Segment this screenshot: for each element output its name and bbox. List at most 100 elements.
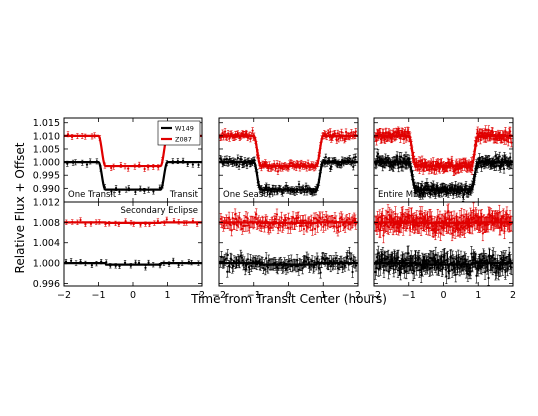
data-point-w149	[336, 163, 339, 166]
data-point-w149	[177, 264, 180, 267]
data-point-z087	[300, 224, 303, 227]
data-point-w149	[70, 259, 73, 262]
data-point-z087	[156, 219, 160, 223]
data-point-w149	[282, 265, 285, 268]
x-tick-label: 2	[355, 290, 361, 301]
data-point-z087	[254, 216, 257, 219]
x-tick-label: 1	[320, 290, 326, 301]
data-point-w149	[197, 163, 200, 167]
data-point-w149	[404, 155, 408, 158]
data-point-z087	[340, 216, 343, 219]
data-point-z087	[244, 215, 248, 219]
data-point-w149	[250, 265, 253, 268]
data-point-w149	[284, 267, 288, 270]
data-point-z087	[339, 225, 342, 228]
x-tick-label: −2	[57, 290, 71, 301]
data-point-w149	[235, 163, 239, 166]
data-point-w149	[137, 261, 141, 264]
data-point-z087	[234, 213, 237, 216]
data-point-w149	[354, 155, 357, 159]
data-point-w149	[480, 166, 483, 169]
data-point-w149	[454, 184, 457, 187]
data-point-w149	[232, 264, 235, 267]
data-point-z087	[305, 166, 308, 170]
data-point-w149	[330, 165, 333, 168]
data-point-w149	[266, 190, 269, 193]
data-point-w149	[147, 261, 150, 264]
data-point-z087	[351, 219, 355, 222]
data-point-z087	[353, 217, 356, 220]
data-point-w149	[352, 156, 356, 159]
data-point-z087	[290, 162, 293, 165]
data-point-z087	[337, 225, 340, 229]
x-tick-label: −1	[91, 290, 105, 301]
data-point-z087	[302, 227, 306, 231]
data-point-z087	[271, 223, 275, 226]
y-tick-label: 1.008	[33, 218, 60, 229]
data-point-z087	[79, 218, 82, 222]
data-point-w149	[254, 260, 257, 263]
model-curve-z087	[219, 134, 358, 168]
data-point-z087	[317, 219, 320, 222]
data-point-z087	[337, 137, 340, 141]
data-point-z087	[230, 229, 233, 232]
data-point-z087	[276, 162, 279, 165]
data-point-z087	[295, 219, 298, 223]
data-point-w149	[341, 158, 344, 162]
data-point-z087	[275, 213, 279, 216]
data-point-w149	[293, 191, 296, 194]
y-tick-label: 1.015	[33, 118, 60, 129]
data-point-z087	[336, 132, 339, 135]
plot-area	[64, 216, 202, 271]
data-point-z087	[457, 167, 460, 170]
data-point-w149	[498, 155, 501, 158]
data-point-z087	[320, 223, 323, 226]
data-point-w149	[315, 257, 319, 260]
data-point-w149	[306, 258, 310, 261]
data-point-w149	[324, 156, 327, 159]
row-label-secondary-eclipse: Secondary Eclipse	[120, 206, 198, 216]
data-point-z087	[297, 216, 300, 219]
data-point-w149	[262, 267, 265, 270]
data-point-z087	[310, 219, 313, 222]
data-point-w149	[352, 165, 355, 169]
panel-bottom-1: 0.996 1.000 1.004 1.008 1.012 −2 −1 0 1 2 Secondar…	[33, 198, 205, 302]
data-point-z087	[419, 160, 422, 163]
data-point-z087	[311, 228, 314, 231]
data-point-w149	[350, 257, 353, 260]
data-point-z087	[230, 132, 233, 135]
data-point-z087	[229, 223, 232, 226]
data-point-z087	[325, 215, 328, 218]
data-point-w149	[287, 260, 290, 263]
data-point-z087	[273, 217, 277, 221]
x-tick-label: 0	[130, 290, 136, 301]
data-point-w149	[308, 265, 311, 269]
data-point-z087	[344, 137, 347, 140]
data-point-z087	[349, 223, 352, 226]
data-point-w149	[330, 260, 333, 263]
data-point-w149	[134, 261, 137, 264]
data-point-w149	[267, 186, 271, 189]
data-point-w149	[348, 251, 351, 254]
y-tick-label: 0.995	[33, 171, 60, 182]
data-point-w149	[134, 190, 137, 194]
data-point-z087	[302, 219, 305, 222]
data-point-z087	[235, 224, 238, 227]
data-point-z087	[267, 227, 270, 230]
data-point-z087	[222, 224, 225, 227]
x-tick-label: −2	[212, 290, 226, 301]
data-point-w149	[295, 190, 298, 193]
data-point-w149	[226, 253, 229, 257]
data-point-z087	[299, 220, 302, 223]
data-point-z087	[314, 217, 317, 220]
data-point-w149	[232, 260, 236, 263]
data-point-w149	[323, 162, 327, 165]
data-point-w149	[245, 164, 249, 167]
data-point-w149	[325, 257, 328, 260]
y-tick-label: 1.000	[33, 259, 60, 270]
data-point-z087	[335, 139, 338, 142]
data-point-z087	[196, 223, 199, 226]
data-point-w149	[264, 268, 267, 271]
data-point-z087	[418, 168, 421, 171]
data-point-w149	[336, 259, 339, 263]
